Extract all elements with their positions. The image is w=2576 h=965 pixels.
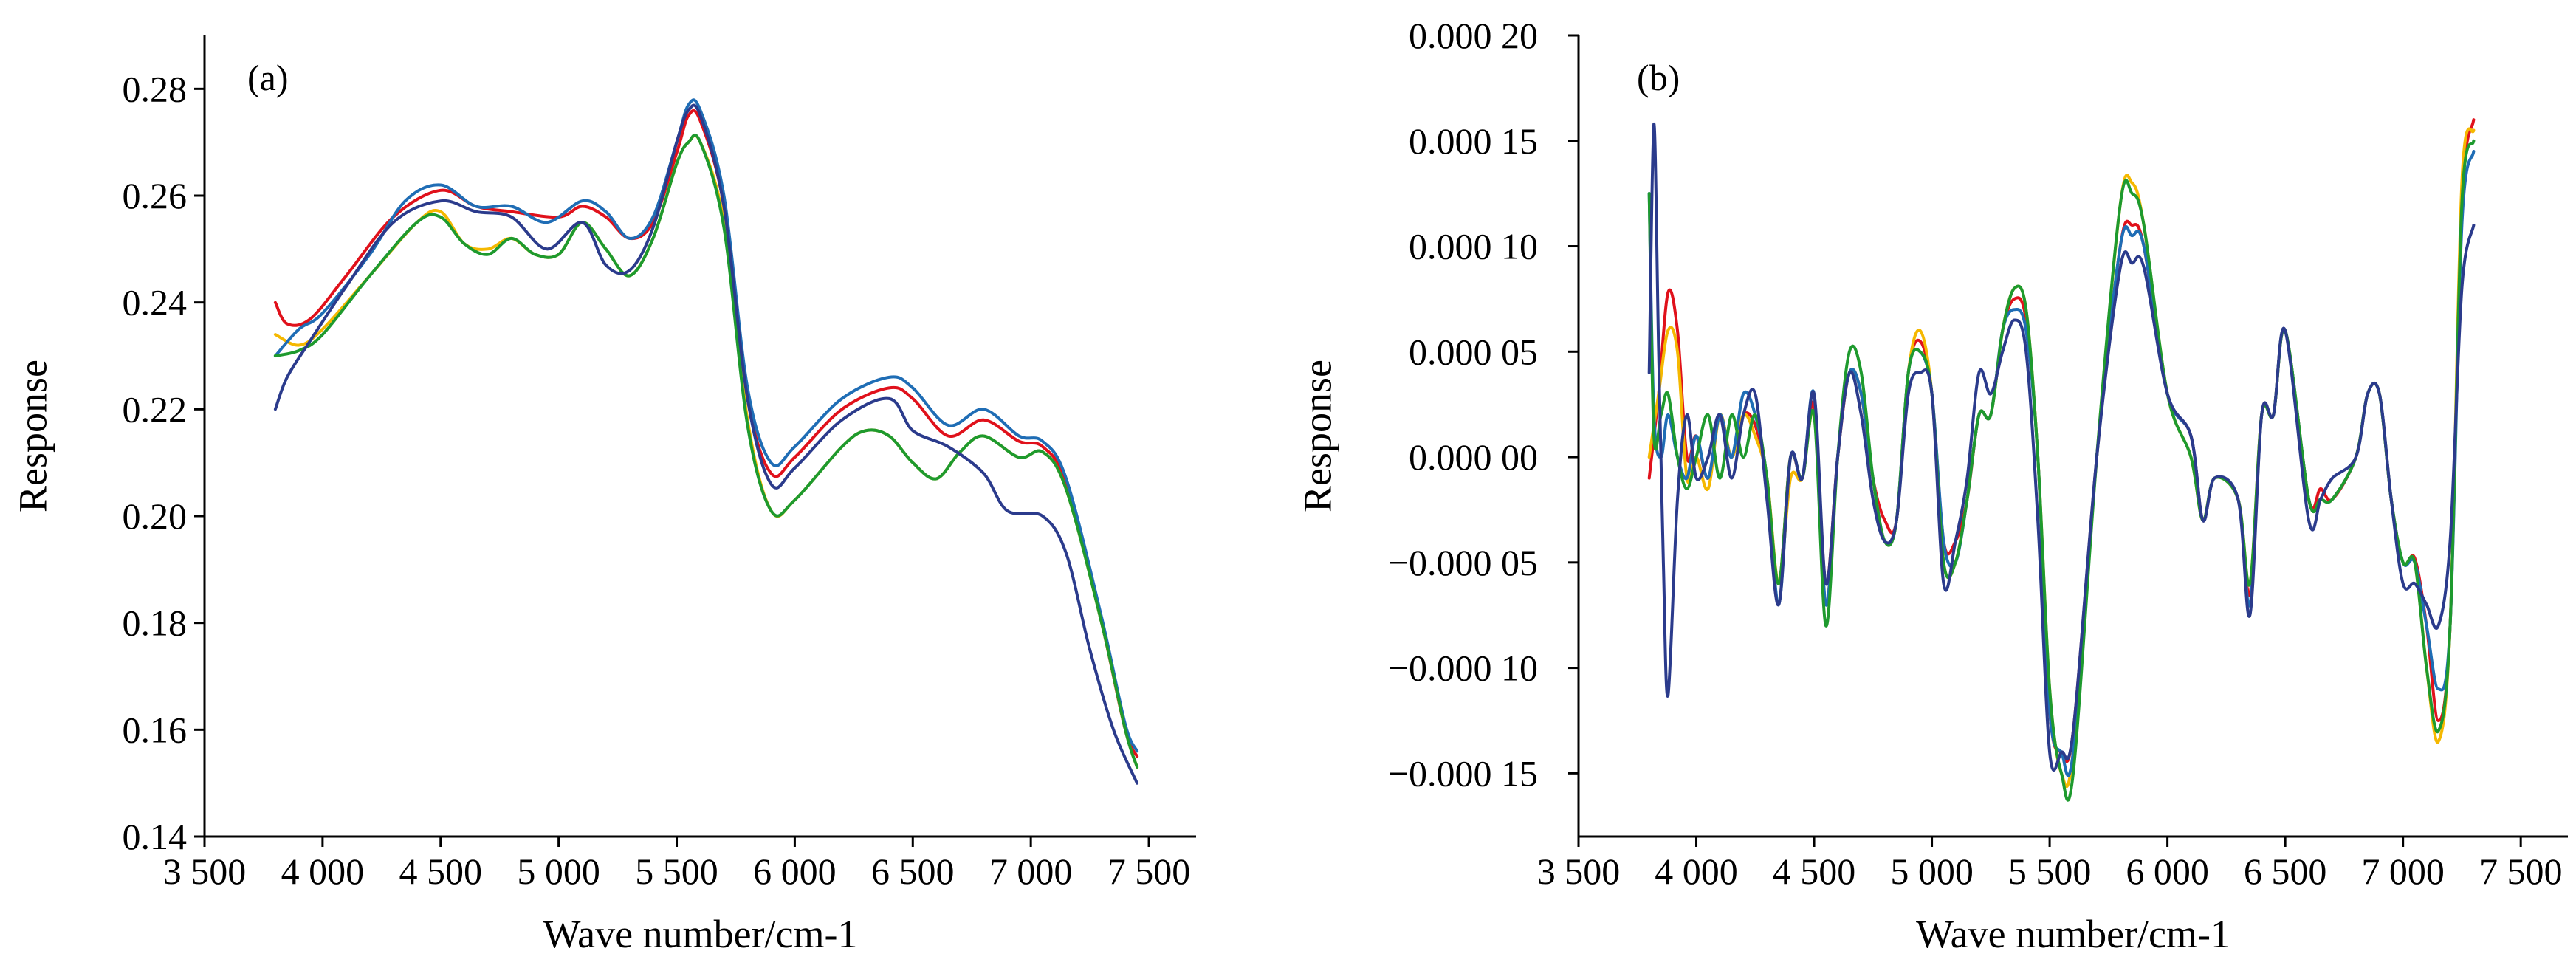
chart-a-y-tick-label: 0.16 — [123, 709, 188, 750]
chart-b-x-tick-label: 3 500 — [1537, 851, 1621, 892]
chart-b-y-tick-label: 0.000 20 — [1409, 15, 1538, 56]
chart-panel-a: 3 500 4 000 4 500 5 000 5 500 6 000 6 500 7 000… — [10, 35, 1196, 956]
chart-a-x-tick-label: 6 000 — [753, 851, 837, 892]
chart-a-axes — [203, 35, 1196, 838]
chart-a-y-axis-title: Response — [10, 360, 55, 512]
chart-a-x-tick-label: 5 500 — [635, 851, 718, 892]
chart-a-y-tick-label: 0.28 — [123, 68, 188, 109]
chart-a-series-blue — [273, 98, 1139, 753]
chart-b-x-axis-title: Wave number/cm-1 — [1916, 912, 2230, 956]
chart-b-x-tick-label: 4 000 — [1655, 851, 1738, 892]
chart-b-series-blue — [1647, 150, 2476, 777]
chart-panel-b: 3 500 4 000 4 500 5 000 5 500 6 000 6 500 7 000… — [1295, 15, 2568, 956]
chart-b-y-axis-title: Response — [1295, 360, 1339, 512]
chart-b-series-yellow — [1647, 127, 2476, 788]
chart-a-y-tick-label: 0.26 — [123, 175, 188, 216]
chart-b-x-tick-label: 7 500 — [2479, 851, 2563, 892]
chart-a-x-tick-label: 4 000 — [281, 851, 365, 892]
chart-a-series-red — [273, 109, 1139, 758]
chart-b-y-tick-label: 0.000 10 — [1409, 226, 1538, 267]
chart-b-x-tick-label: 5 000 — [1890, 851, 1974, 892]
chart-b-x-tick-label: 6 000 — [2126, 851, 2209, 892]
chart-b-x-tick-label: 7 000 — [2361, 851, 2445, 892]
chart-a-x-tick-label: 4 500 — [399, 851, 483, 892]
chart-a-x-tick-label: 7 000 — [989, 851, 1073, 892]
chart-b-x-tick-label: 4 500 — [1773, 851, 1856, 892]
chart-b-y-tick-label: −0.000 10 — [1388, 648, 1538, 689]
chart-b-series-navy — [1647, 122, 2476, 772]
chart-a-x-tick-label: 7 500 — [1107, 851, 1191, 892]
chart-b-y-tick-label: 0.000 00 — [1409, 436, 1538, 478]
chart-b-y-tick-label: 0.000 15 — [1409, 120, 1538, 162]
chart-a-panel-label: (a) — [247, 57, 289, 98]
chart-a-y-tick-label: 0.22 — [123, 388, 188, 430]
chart-a-x-axis-title: Wave number/cm-1 — [543, 912, 858, 956]
chart-b-series-green — [1647, 139, 2476, 802]
chart-a-y-tick-label: 0.14 — [123, 816, 188, 857]
chart-a-x-tick-label: 3 500 — [163, 851, 247, 892]
chart-a-y-tick-label: 0.20 — [123, 495, 188, 537]
chart-a-x-tick-label: 6 500 — [871, 851, 955, 892]
chart-b-panel-label: (b) — [1637, 57, 1680, 98]
chart-b-series-red — [1647, 118, 2476, 763]
chart-b-y-tick-label: −0.000 05 — [1388, 542, 1538, 583]
chart-a-series-green — [273, 133, 1139, 769]
chart-b-y-tick-label: −0.000 15 — [1388, 752, 1538, 794]
chart-b-y-tick-label: 0.000 05 — [1409, 331, 1538, 372]
chart-b-x-tick-label: 6 500 — [2244, 851, 2327, 892]
chart-a-series-navy — [273, 103, 1139, 785]
chart-b-x-tick-label: 5 500 — [2008, 851, 2092, 892]
chart-a-y-tick-label: 0.24 — [123, 282, 188, 323]
chart-a-x-tick-label: 5 000 — [517, 851, 600, 892]
chart-a-y-tick-label: 0.18 — [123, 602, 188, 644]
